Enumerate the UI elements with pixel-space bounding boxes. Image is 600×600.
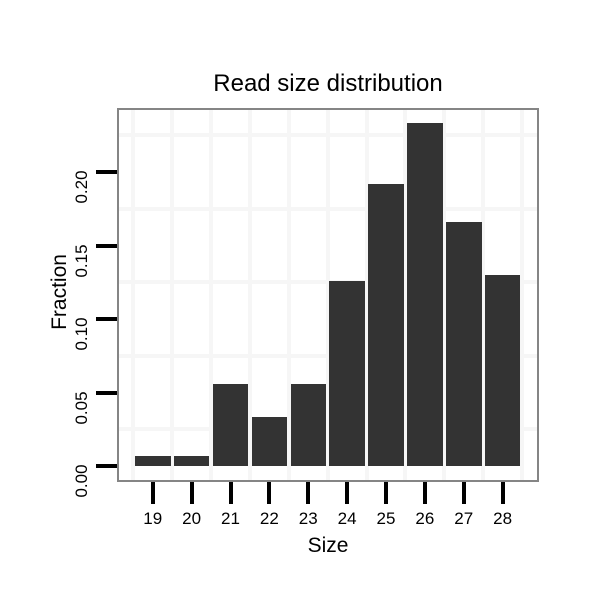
bar-size-23 (290, 383, 326, 466)
x-tick (306, 482, 311, 504)
y-tick-label: 0.20 (72, 170, 91, 204)
x-tick (267, 482, 272, 504)
y-axis-title: Fraction (48, 254, 71, 330)
y-tick (96, 243, 117, 248)
x-tick-label: 24 (337, 509, 357, 528)
x-tick (150, 482, 155, 504)
y-tick (96, 317, 117, 321)
bar-size-19 (135, 455, 171, 466)
gridline-vertical (170, 110, 175, 480)
x-tick-label: 19 (143, 509, 163, 528)
x-tick (384, 482, 388, 504)
x-tick (189, 482, 194, 504)
gridline-vertical (403, 110, 408, 480)
x-tick-label: 23 (298, 509, 318, 528)
x-tick (500, 482, 505, 504)
x-axis-title: Size (307, 534, 349, 557)
x-tick-label: 22 (259, 509, 279, 528)
bar-size-26 (407, 123, 443, 466)
bar-size-22 (251, 417, 288, 466)
gridline-vertical (325, 110, 330, 480)
y-tick-label: 0.15 (72, 243, 91, 278)
gridline-vertical (442, 110, 447, 480)
gridline-vertical (131, 110, 136, 480)
bar-size-25 (368, 183, 404, 466)
x-tick-label: 25 (376, 509, 396, 528)
y-tick (96, 390, 117, 395)
y-tick (96, 464, 117, 468)
x-tick-label: 20 (182, 509, 202, 528)
gridline-vertical (247, 110, 252, 480)
x-tick (461, 482, 466, 504)
bar-size-24 (329, 280, 365, 466)
x-tick (228, 482, 233, 504)
y-tick-label: 0.10 (72, 317, 91, 351)
y-tick-label: 0.00 (72, 464, 91, 498)
gridline-vertical (481, 110, 486, 480)
x-tick-label: 27 (454, 509, 474, 528)
bar-size-27 (446, 221, 482, 466)
x-tick-label: 26 (415, 509, 435, 528)
y-tick (96, 170, 117, 174)
bar-size-20 (173, 455, 210, 466)
bar-size-28 (484, 274, 521, 466)
bar-size-21 (212, 383, 249, 466)
gridline-vertical (520, 110, 525, 480)
chart-title: Read size distribution (213, 70, 443, 97)
gridline-vertical (364, 110, 369, 480)
x-tick-label: 21 (221, 509, 240, 528)
gridline-vertical (209, 110, 214, 480)
x-tick (345, 482, 350, 504)
x-tick-label: 28 (493, 509, 513, 528)
gridline-vertical (286, 110, 291, 480)
x-tick (422, 482, 427, 504)
plot-panel (117, 108, 539, 482)
y-tick-label: 0.05 (72, 390, 91, 425)
